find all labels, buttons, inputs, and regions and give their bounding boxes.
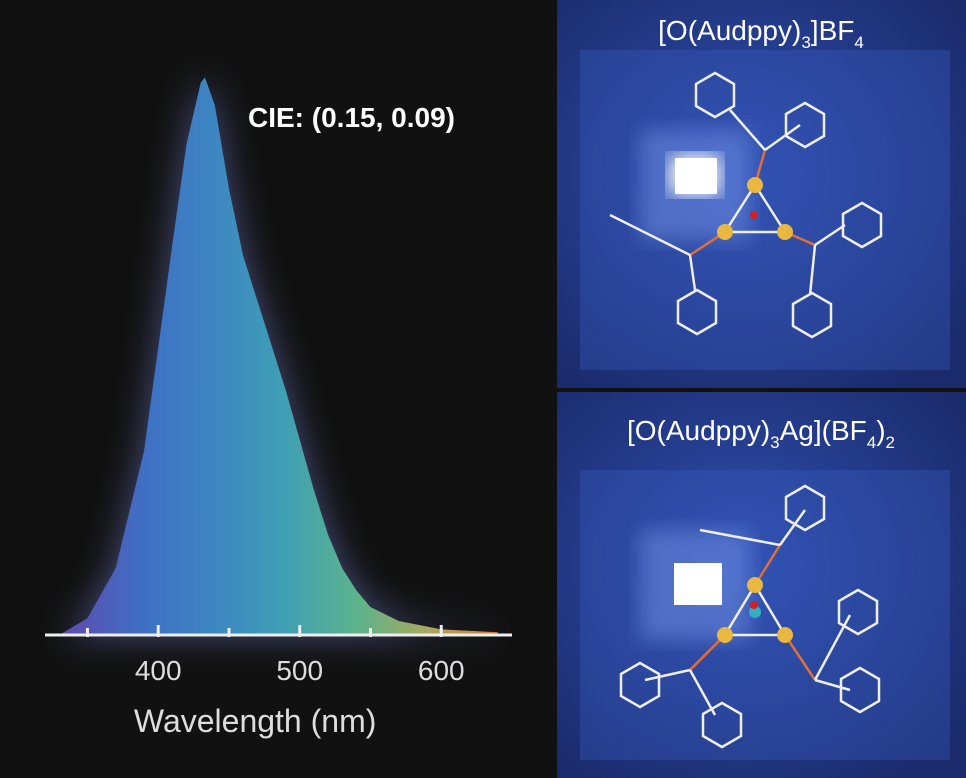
photo-panel-bottom: [557, 392, 966, 778]
label-text: ]BF: [811, 15, 855, 46]
label-subscript: 4: [867, 433, 876, 452]
x-tick-label: 500: [276, 655, 323, 686]
panel-label: [O(Audppy)3]BF4: [658, 15, 864, 52]
label-subscript: 2: [886, 433, 895, 452]
x-axis-label: Wavelength (nm): [134, 703, 376, 739]
label-text: [O(Audppy): [627, 415, 770, 446]
x-tick-label: 600: [418, 655, 465, 686]
x-tick-label: 400: [135, 655, 182, 686]
spectrum-area: [59, 77, 498, 636]
label-subscript: 3: [801, 33, 810, 52]
label-subscript: 3: [770, 433, 779, 452]
annotation: CIE: (0.15, 0.09): [248, 102, 455, 133]
label-text: [O(Audppy): [658, 15, 801, 46]
panel-label: [O(Audppy)3Ag](BF4)2: [627, 415, 895, 452]
label-text: ): [876, 415, 885, 446]
label-text: Ag](BF: [780, 415, 867, 446]
photo-panel-top: [557, 0, 966, 388]
label-subscript: 4: [854, 33, 863, 52]
spectrum-chart: 400 500 600 Wavelength (nm) CIE: (0.15, 0.09…: [45, 77, 512, 739]
